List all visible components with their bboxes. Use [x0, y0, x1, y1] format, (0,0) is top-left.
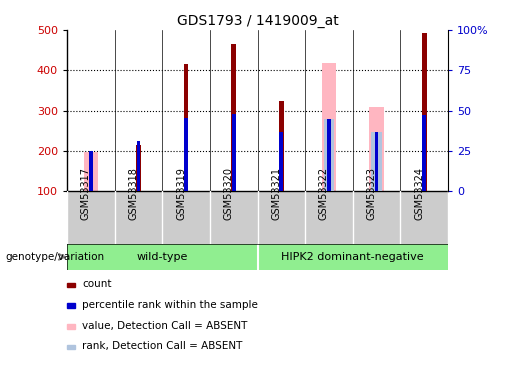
Bar	[232, 114, 235, 191]
Bar	[280, 132, 283, 191]
Text: GSM53323: GSM53323	[367, 167, 376, 220]
Bar	[184, 118, 188, 191]
Text: wild-type: wild-type	[136, 252, 188, 262]
Bar	[279, 100, 284, 191]
Bar	[422, 33, 426, 191]
Bar	[136, 145, 141, 191]
Text: GSM53322: GSM53322	[319, 167, 329, 220]
Bar	[371, 132, 382, 191]
Text: HIPK2 dominant-negative: HIPK2 dominant-negative	[282, 252, 424, 262]
Bar	[422, 116, 426, 191]
Text: percentile rank within the sample: percentile rank within the sample	[82, 300, 259, 310]
Text: GSM53318: GSM53318	[128, 167, 139, 220]
Text: GSM53319: GSM53319	[176, 167, 186, 220]
Title: GDS1793 / 1419009_at: GDS1793 / 1419009_at	[177, 13, 338, 28]
Text: rank, Detection Call = ABSENT: rank, Detection Call = ABSENT	[82, 341, 243, 351]
Bar	[369, 106, 384, 191]
Bar	[83, 152, 98, 191]
Text: count: count	[82, 279, 112, 289]
Bar	[136, 141, 140, 191]
Bar	[375, 132, 379, 191]
Text: GSM53317: GSM53317	[81, 167, 91, 220]
Text: GSM53321: GSM53321	[271, 167, 281, 220]
Text: genotype/variation: genotype/variation	[5, 252, 104, 262]
Text: GSM53320: GSM53320	[224, 167, 234, 220]
Bar	[89, 151, 93, 191]
Bar	[327, 120, 331, 191]
Bar	[322, 63, 336, 191]
Text: GSM53324: GSM53324	[414, 167, 424, 220]
Bar	[324, 120, 334, 191]
Text: value, Detection Call = ABSENT: value, Detection Call = ABSENT	[82, 321, 248, 330]
Bar	[184, 64, 188, 191]
Bar	[231, 44, 236, 191]
